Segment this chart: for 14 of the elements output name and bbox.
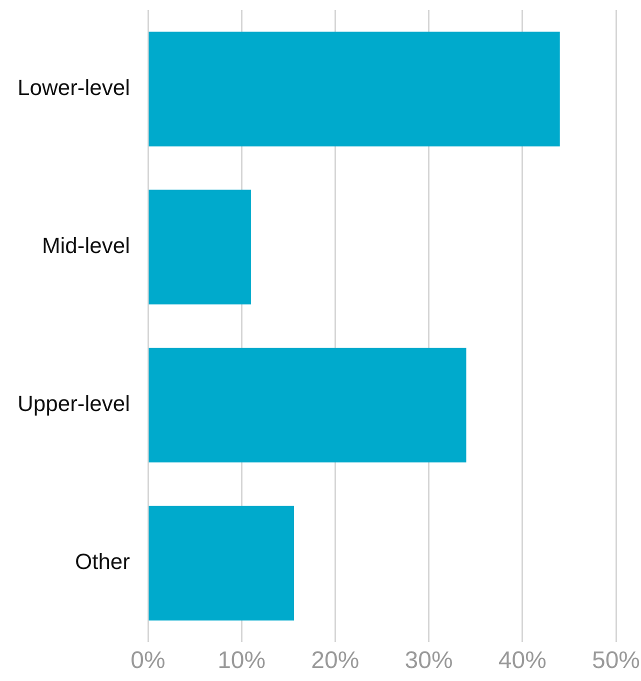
bar — [148, 348, 466, 462]
x-tick-label: 50% — [592, 647, 640, 674]
bar — [148, 32, 560, 146]
x-tick-label: 10% — [218, 647, 266, 674]
x-tick-label: 40% — [498, 647, 546, 674]
x-tick-label: 20% — [311, 647, 360, 674]
bar — [148, 190, 251, 304]
y-tick-label: Upper-level — [18, 391, 130, 416]
y-tick-label: Other — [74, 549, 130, 574]
x-tick-label: 0% — [130, 647, 166, 674]
y-tick-label: Lower-level — [18, 75, 130, 100]
x-tick-label: 30% — [404, 647, 453, 674]
y-tick-label: Mid-level — [42, 233, 130, 258]
bar — [148, 506, 294, 620]
